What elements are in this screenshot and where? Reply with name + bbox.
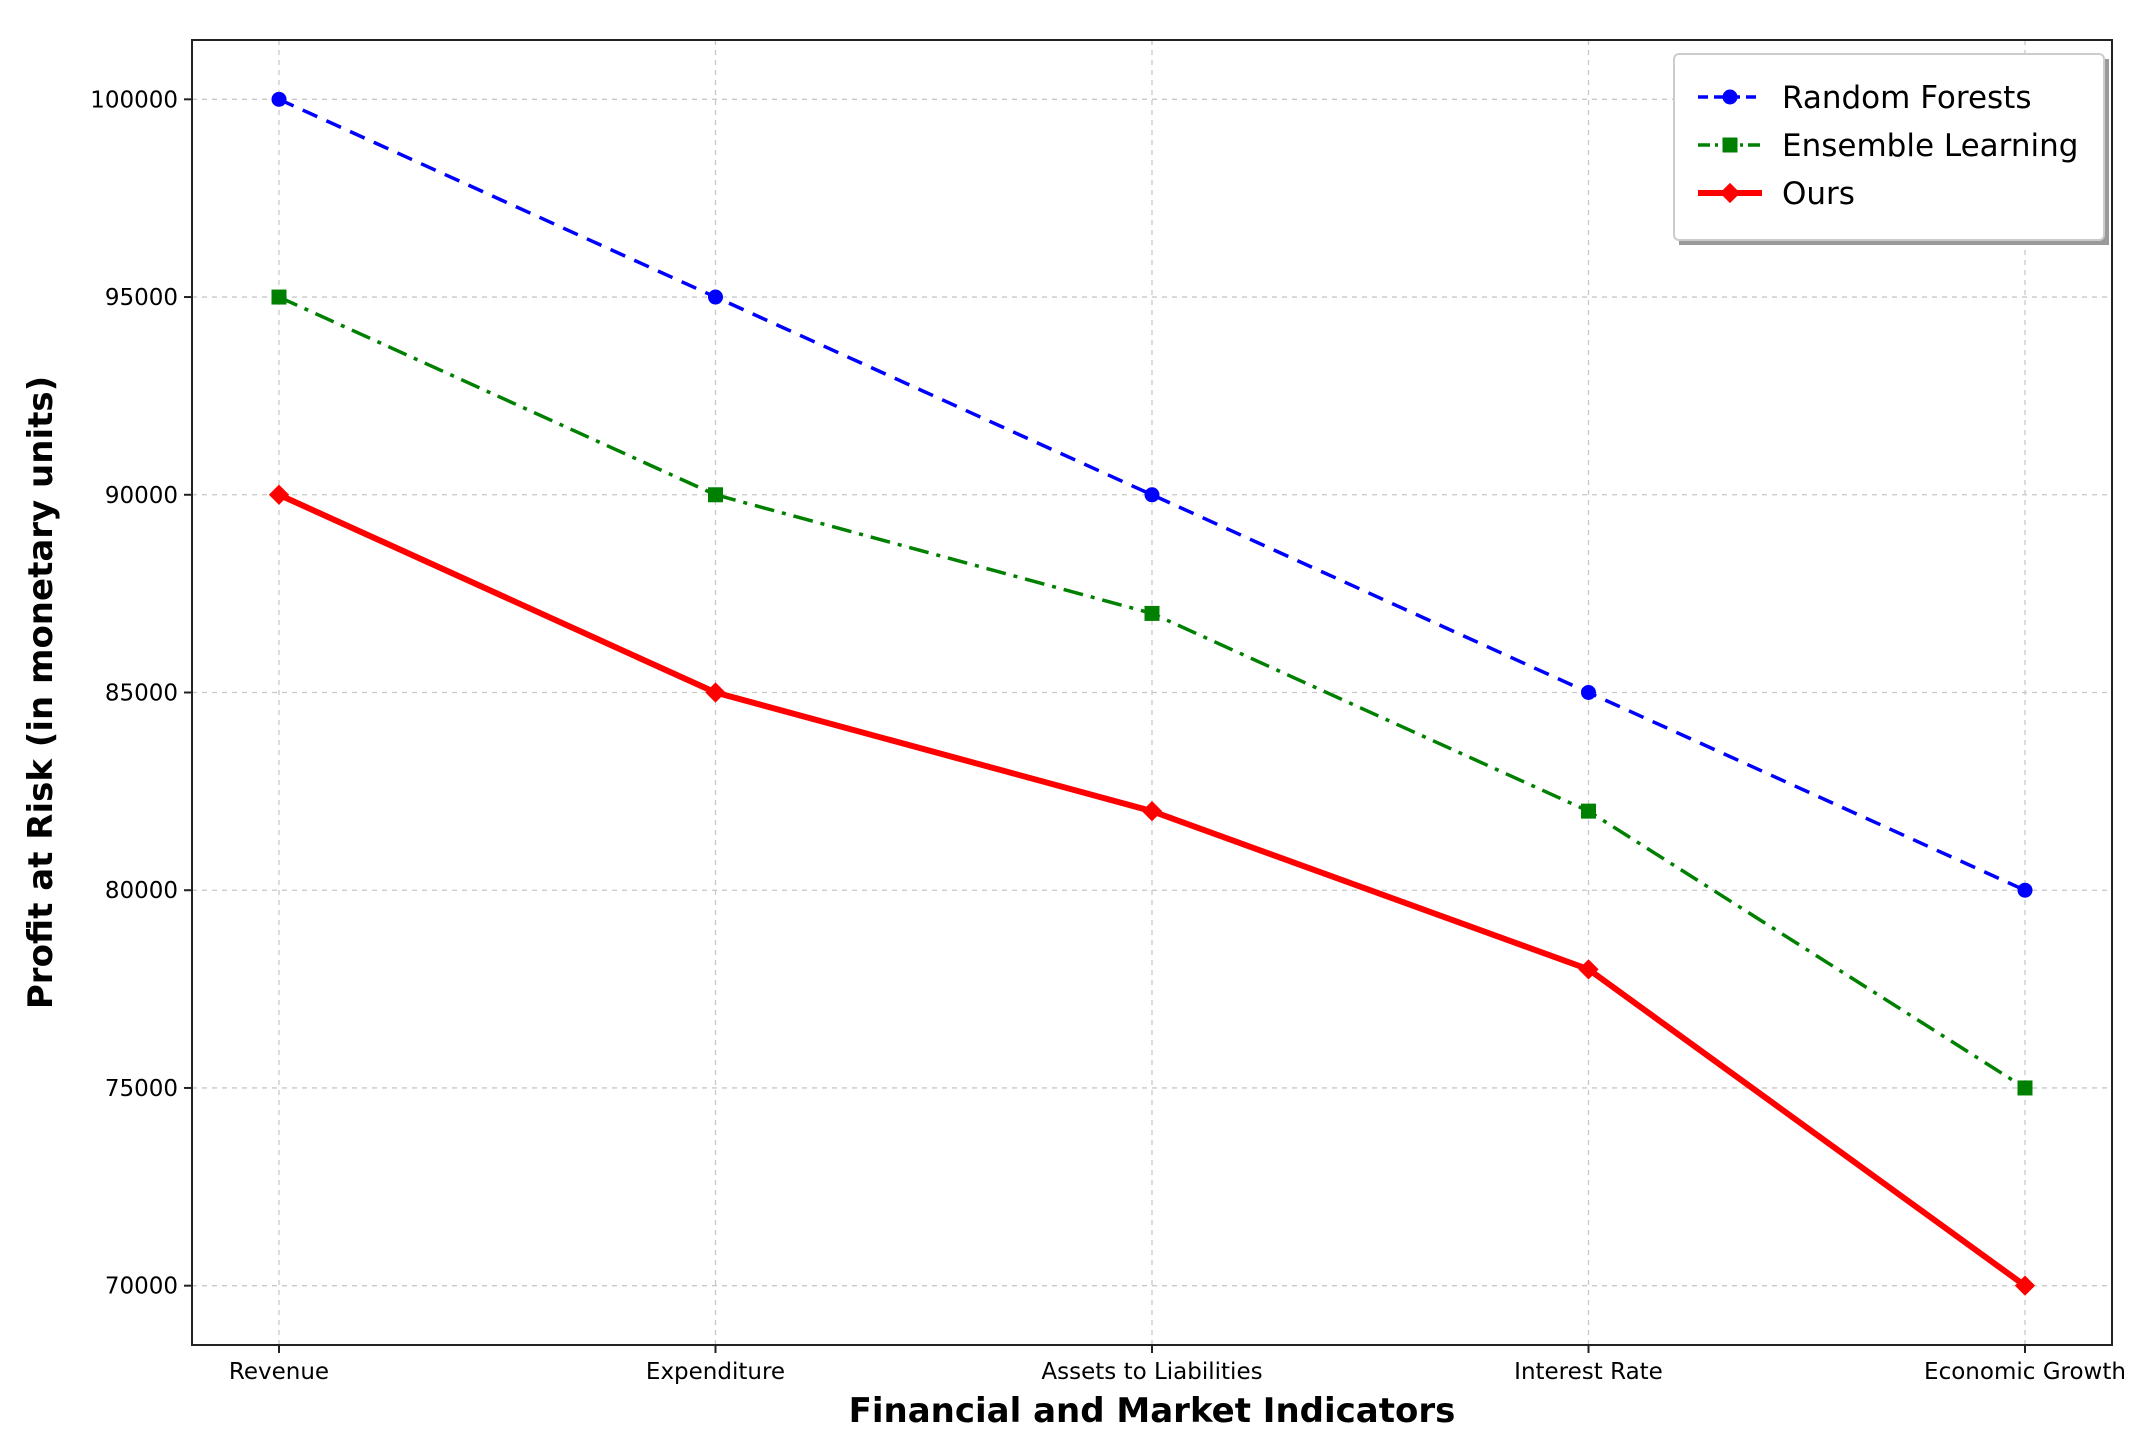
data-point-circle [1581,685,1596,700]
y-tick-label: 85000 [105,681,178,707]
data-point-circle [1144,487,1160,503]
y-tick-label: 80000 [105,878,178,904]
y-axis-title: Profit at Risk (in monetary units) [21,376,61,1009]
data-point-square [1722,137,1738,153]
series-square [271,289,2033,1096]
data-point-diamond [705,682,726,703]
legend-item: Random Forests [1698,80,2031,116]
x-tick-label: Economic Growth [1924,1359,2126,1385]
data-point-circle [1722,89,1738,105]
x-tick-label: Interest Rate [1514,1359,1663,1385]
y-tick-label: 95000 [105,285,178,311]
legend-items: Random Forests Ensemble Learning Ours [1698,80,2078,212]
data-point-diamond [1578,959,1599,980]
x-tick-label: Revenue [229,1359,329,1385]
data-point-circle [708,289,723,305]
data-point-square [1144,605,1160,621]
y-tick-label: 90000 [105,483,178,509]
legend-item: Ours [1698,176,1855,212]
y-axis-ticks: 70000 75000 80000 85000 90000 95000 100000 [90,87,192,1300]
data-point-square [708,487,723,503]
y-tick-label: 100000 [90,87,178,113]
data-point-square [271,289,287,305]
data-point-diamond [1719,182,1741,204]
series-line [278,97,2026,892]
data-point-square [1581,803,1596,819]
legend-label: Random Forests [1782,80,2031,116]
data-point-diamond [268,484,290,505]
data-point-diamond [2014,1275,2036,1296]
legend-label: Ours [1782,176,1855,212]
legend-label: Ensemble Learning [1782,128,2078,164]
x-tick-label: Expenditure [646,1359,785,1385]
x-tick-label: Assets to Liabilities [1041,1359,1262,1385]
legend: Random Forests Ensemble Learning Ours [1673,53,2109,245]
data-point-square [2017,1080,2033,1096]
data-point-circle [271,91,287,107]
data-point-diamond [1141,801,1163,822]
x-axis-title: Financial and Market Indicators [849,1391,1456,1431]
y-tick-label: 75000 [105,1076,178,1102]
series-lines [268,91,2036,1296]
x-axis-ticks: Revenue Expenditure Assets to Liabilities I… [229,1345,2126,1385]
y-tick-label: 70000 [105,1274,178,1300]
legend-item: Ensemble Learning [1698,128,2078,164]
data-point-circle [2017,882,2033,898]
series-diamond [268,484,2036,1296]
legend-box [1673,53,2105,241]
series-circle [271,91,2033,898]
